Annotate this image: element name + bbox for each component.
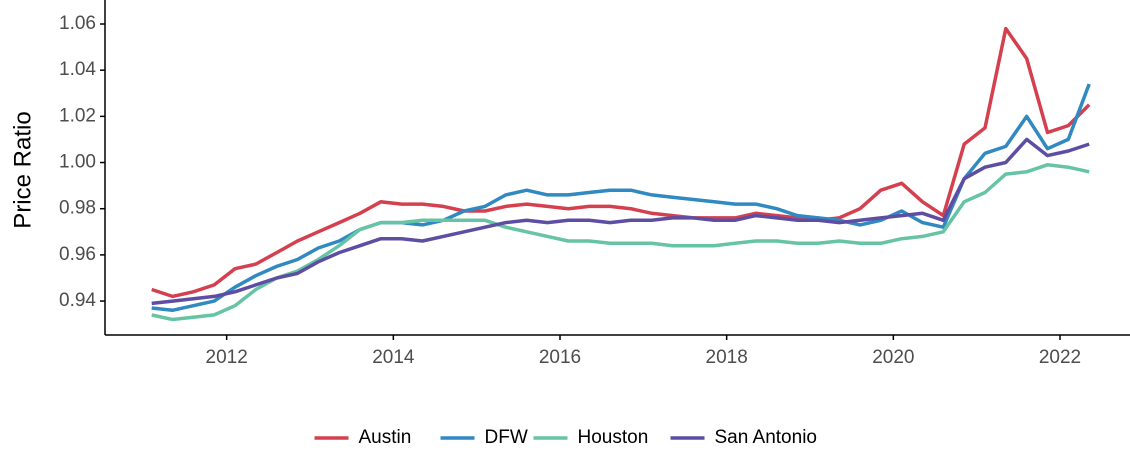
y-tick-label: 0.94 — [59, 290, 96, 311]
x-tick-label: 2022 — [1039, 347, 1081, 368]
x-tick-label: 2014 — [372, 347, 415, 368]
y-tick-label: 0.96 — [59, 244, 96, 265]
line-series — [151, 163, 1090, 322]
legend-label: San Antonio — [715, 427, 817, 448]
line-series — [151, 83, 1091, 313]
line-series — [151, 26, 1091, 299]
x-tick-label: 2020 — [872, 347, 914, 368]
x-tick-label: 2016 — [539, 347, 581, 368]
x-tick-label: 2012 — [206, 347, 248, 368]
legend-label: DFW — [485, 427, 528, 448]
y-tick-label: 0.98 — [59, 198, 96, 219]
y-tick-label: 1.04 — [59, 59, 96, 80]
y-axis-title: Price Ratio — [9, 111, 36, 228]
line-series — [151, 137, 1090, 306]
y-tick-label: 1.02 — [59, 105, 96, 126]
y-tick-label: 1.06 — [59, 13, 96, 34]
x-tick-label: 2018 — [706, 347, 748, 368]
legend-label: Houston — [578, 427, 649, 448]
legend-label: Austin — [359, 427, 412, 448]
y-tick-label: 1.00 — [59, 152, 96, 173]
